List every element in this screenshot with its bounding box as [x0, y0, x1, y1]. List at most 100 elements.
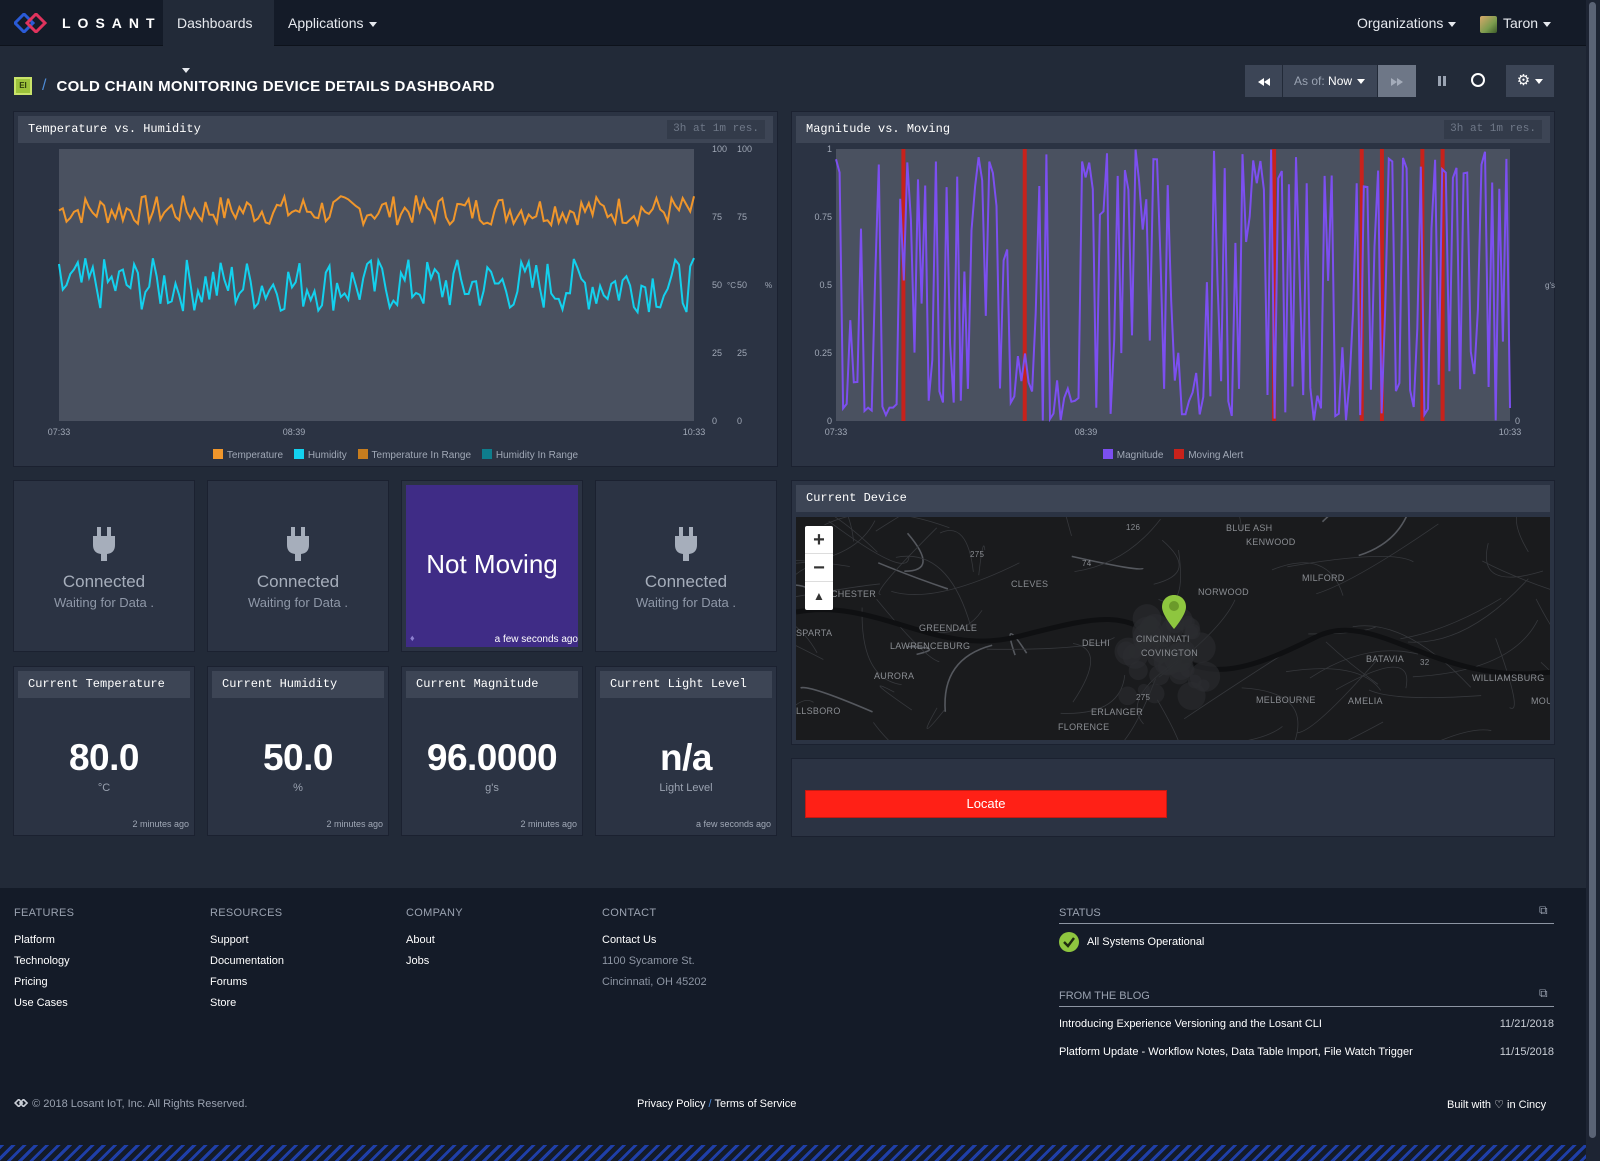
footer-link[interactable]: Use Cases — [14, 997, 68, 1009]
chart-legend: Temperature Humidity Temperature In Rang… — [14, 449, 777, 461]
indicator-panel: Connected Waiting for Data . — [595, 480, 777, 652]
address-line: Cincinnati, OH 45202 — [602, 976, 707, 988]
map-place-label: MILFORD — [1302, 573, 1345, 583]
y-tick-label: 0 — [827, 416, 832, 426]
map-road — [1400, 597, 1502, 640]
y-tick-label: 50 — [737, 280, 747, 290]
x-tick-label: 10:33 — [1499, 427, 1522, 437]
built-with: Built with ♡ in Cincy — [1447, 1098, 1546, 1111]
moving-alert-bar — [1022, 149, 1027, 421]
map-place-label: COVINGTON — [1141, 648, 1199, 658]
legend-swatch — [293, 449, 304, 459]
caret-down-icon — [368, 21, 377, 27]
caret-down-icon — [1357, 79, 1366, 85]
privacy-policy-link[interactable]: Privacy Policy — [637, 1098, 706, 1110]
terms-of-service-link[interactable]: Terms of Service — [714, 1098, 797, 1110]
page-scrollbar[interactable] — [1586, 0, 1600, 1161]
y-axis-unit: % — [765, 281, 772, 290]
map-urban-area — [1177, 681, 1206, 711]
external-link-icon[interactable]: ⧉ — [1539, 986, 1548, 1000]
losant-logo[interactable]: LOSANT — [14, 13, 162, 33]
nav-organizations-label: Organizations — [1357, 15, 1444, 31]
legend-swatch — [481, 449, 492, 459]
locate-panel: Locate — [791, 758, 1555, 837]
footer-link[interactable]: Forums — [210, 976, 248, 988]
map-place-label: KENWOOD — [1246, 537, 1296, 547]
map-urban-area — [1145, 683, 1165, 704]
fast-forward-button[interactable] — [1378, 65, 1416, 97]
blog-post-title: Introducing Experience Versioning and th… — [1059, 1018, 1322, 1030]
losant-logo-mark-icon — [14, 13, 48, 33]
as-of-time-dropdown[interactable]: As of: Now — [1283, 65, 1377, 97]
footer-link[interactable]: About — [406, 934, 435, 946]
legend-item[interactable]: Humidity In Range — [481, 449, 578, 461]
divider — [1059, 1006, 1554, 1007]
rewind-button[interactable] — [1245, 65, 1282, 97]
map-road — [939, 530, 974, 572]
map-road — [1358, 517, 1408, 557]
reset-bearing-button[interactable]: ▲ — [813, 589, 825, 603]
pause-button[interactable] — [1429, 65, 1455, 97]
gauge-value: n/a — [660, 737, 712, 778]
legend-item[interactable]: Humidity — [293, 449, 347, 461]
map-road — [1074, 518, 1161, 573]
user-menu-dropdown[interactable]: Taron — [1466, 0, 1565, 46]
gauge-value: 80.0 — [68, 737, 140, 778]
footer-link[interactable]: Technology — [14, 955, 70, 967]
legend-item[interactable]: Magnitude — [1102, 449, 1163, 461]
contact-us-link[interactable]: Contact Us — [602, 934, 657, 946]
scrollbar-thumb[interactable] — [1589, 2, 1596, 1138]
map-place-label: ERLANGER — [1091, 707, 1143, 717]
y-tick-label: 100 — [737, 144, 752, 154]
as-of-label: As of: — [1294, 74, 1325, 88]
map-road — [1412, 619, 1539, 678]
footer-link[interactable]: Support — [210, 934, 249, 946]
separator: / — [708, 1098, 712, 1110]
magnitude-moving-chart[interactable]: 00.250.50.7510255075100g's07:3308:3910:3… — [792, 112, 1556, 468]
y-tick-label: 75 — [737, 212, 747, 222]
footer-stripe — [0, 1145, 1600, 1161]
device-map[interactable]: BLUE ASH KENWOOD MILFORD NORWOOD CLEVES CHEST… — [796, 517, 1550, 740]
y-axis-unit: °C — [727, 281, 736, 290]
map-urban-area — [1180, 618, 1200, 638]
temperature-humidity-chart[interactable]: 0 25 50 75 100 0 25 50 75 100 °C % 07:33 08:39 10:33 — [14, 112, 779, 468]
nav-applications-dropdown[interactable]: Applications — [274, 0, 391, 46]
map-road — [847, 517, 855, 542]
device-location-marker-icon[interactable] — [1162, 595, 1186, 629]
zoom-out-button[interactable]: − — [805, 554, 833, 582]
gauge-panel: Current Temperature 80.0 °C 2 minutes ag… — [13, 666, 195, 836]
dashboard-settings-button[interactable]: ⚙ — [1506, 65, 1554, 97]
locate-button[interactable]: Locate — [805, 790, 1167, 818]
footer-link[interactable]: Jobs — [406, 955, 430, 967]
footer-link[interactable]: Platform — [14, 934, 55, 946]
footer-link[interactable]: Store — [210, 997, 237, 1009]
footer-heading: FEATURES — [14, 907, 75, 919]
indicator-timestamp: a few seconds ago — [494, 634, 578, 645]
footer-link[interactable]: Documentation — [210, 955, 284, 967]
refresh-spinner — [1465, 65, 1491, 97]
blog-post[interactable]: Introducing Experience Versioning and th… — [1059, 1018, 1554, 1030]
series-line — [835, 149, 1511, 423]
gauge-title: Current Temperature — [18, 671, 190, 698]
y-tick-label: 25 — [737, 348, 747, 358]
legend-item[interactable]: Temperature — [212, 449, 283, 461]
legend-item[interactable]: Temperature In Range — [357, 449, 471, 461]
gauge-timestamp: a few seconds ago — [695, 819, 771, 829]
map-road — [879, 685, 913, 711]
application-icon[interactable]: EI — [14, 77, 32, 95]
map-road — [1009, 633, 1028, 656]
map-road — [828, 520, 910, 564]
footer-link[interactable]: Pricing — [14, 976, 48, 988]
map-road — [926, 707, 945, 729]
status-indicator[interactable]: All Systems Operational — [1059, 932, 1204, 952]
blog-post[interactable]: Platform Update - Workflow Notes, Data T… — [1059, 1046, 1554, 1058]
user-avatar — [1480, 15, 1497, 33]
nav-organizations-dropdown[interactable]: Organizations — [1343, 0, 1470, 46]
nav-dashboards-dropdown[interactable]: Dashboards — [163, 0, 274, 73]
legend-item[interactable]: Moving Alert — [1174, 449, 1243, 461]
caret-down-icon — [1535, 79, 1544, 85]
zoom-in-button[interactable]: + — [805, 526, 833, 554]
external-link-icon[interactable]: ⧉ — [1539, 903, 1548, 917]
map-place-label: CINCINNATI — [1136, 634, 1190, 644]
map-road — [1285, 668, 1381, 691]
